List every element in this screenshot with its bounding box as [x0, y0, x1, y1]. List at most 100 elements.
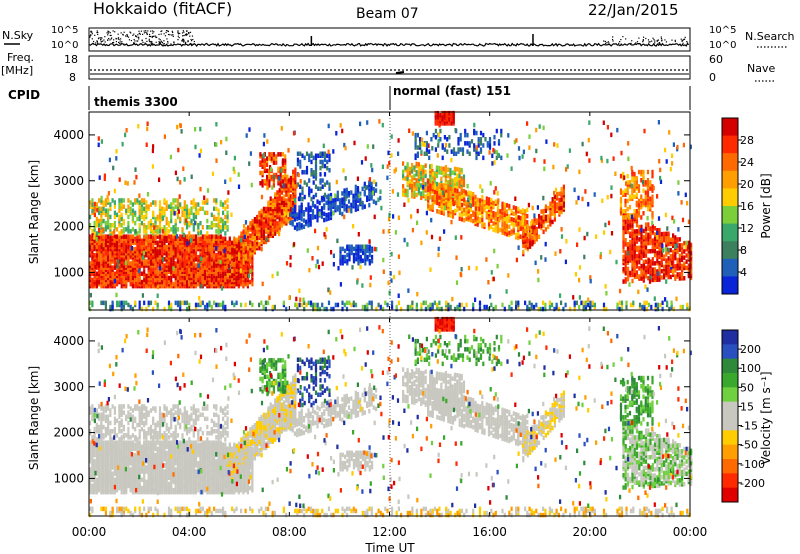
power-cell — [237, 273, 240, 279]
power-cell — [529, 244, 532, 249]
power-cell — [644, 232, 648, 238]
nsearch-point — [177, 33, 180, 35]
power-cell — [678, 272, 681, 277]
power-cell — [222, 202, 225, 207]
power-cell — [149, 267, 153, 272]
power-cell — [327, 300, 331, 306]
power-cell — [500, 155, 503, 161]
power-cell — [244, 302, 247, 308]
power-cell — [222, 236, 225, 241]
power-cell — [343, 254, 347, 260]
nsearch-point — [151, 41, 153, 43]
power-cell — [131, 271, 134, 276]
power-cell — [562, 188, 565, 194]
power-cell — [496, 220, 500, 226]
power-cell — [201, 234, 204, 239]
power-cell — [411, 183, 414, 189]
power-cell — [350, 250, 353, 256]
power-cell — [194, 302, 198, 308]
power-cell — [424, 186, 427, 191]
power-cell — [125, 208, 128, 213]
power-cell — [438, 189, 441, 194]
power-cell — [475, 155, 478, 161]
nsearch-point — [98, 37, 100, 39]
power-cell — [129, 234, 132, 239]
power-cell — [490, 208, 493, 213]
power-cell — [463, 207, 466, 213]
power-cell — [319, 151, 322, 156]
power-cell — [161, 206, 164, 211]
power-cell — [127, 244, 130, 250]
power-cell — [172, 244, 175, 250]
power-cell — [165, 227, 168, 232]
nsearch-point — [183, 34, 185, 37]
power-cell — [343, 196, 346, 202]
power-cell — [277, 152, 280, 157]
power-cell — [415, 178, 418, 183]
power-cell — [638, 302, 642, 308]
power-cell — [267, 233, 270, 238]
power-cell — [492, 306, 495, 312]
power-cell — [143, 214, 146, 220]
nsearch-point — [188, 33, 190, 35]
power-cell — [457, 147, 460, 152]
power-cell — [131, 208, 134, 213]
power-cell — [194, 253, 198, 258]
power-cell — [488, 137, 492, 142]
nsearch-point — [181, 32, 184, 34]
power-cell — [651, 188, 654, 193]
nsearch-point — [656, 39, 658, 42]
power-cell — [111, 250, 114, 256]
nsearch-point — [115, 40, 118, 43]
power-cell — [91, 300, 94, 306]
nsearch-point — [154, 35, 157, 37]
power-cell — [149, 234, 153, 239]
power-cell — [143, 198, 146, 203]
nsearch-point — [145, 43, 147, 45]
nsearch-point — [681, 40, 683, 42]
nsearch-point — [94, 34, 96, 37]
power-cell — [505, 227, 509, 233]
power-cell — [521, 208, 524, 213]
power-cell — [143, 223, 146, 228]
power-cell — [573, 306, 576, 312]
power-cell — [219, 200, 222, 205]
power-cell — [678, 257, 681, 263]
power-cell — [649, 196, 652, 202]
nsearch-point — [656, 40, 658, 42]
power-cell — [414, 143, 417, 148]
nsearch-point — [146, 40, 148, 43]
power-cell — [163, 198, 166, 203]
power-cell — [147, 234, 150, 239]
power-cell — [301, 153, 304, 158]
power-cell — [312, 155, 315, 161]
power-cell — [206, 277, 209, 283]
power-cell — [100, 259, 103, 264]
power-cell — [107, 225, 110, 230]
power-cell — [642, 228, 645, 234]
power-cell — [217, 214, 220, 220]
power-cell — [219, 225, 222, 230]
power-cell — [176, 227, 180, 232]
power-cell — [631, 188, 634, 193]
power-cell — [249, 279, 252, 285]
power-cell — [305, 165, 309, 171]
power-cell — [560, 300, 563, 306]
power-cell — [206, 271, 209, 276]
power-cell — [289, 184, 292, 189]
power-cell — [451, 214, 455, 219]
power-cell — [122, 227, 125, 232]
power-cell — [644, 253, 648, 258]
power-cell — [626, 173, 629, 179]
power-cell — [578, 304, 581, 310]
power-cell — [651, 257, 654, 262]
power-cell — [624, 250, 627, 255]
nsearch-point — [159, 39, 161, 41]
power-cell — [660, 231, 663, 237]
power-cell — [224, 214, 227, 220]
power-cell — [283, 194, 286, 199]
power-cell — [270, 156, 273, 161]
power-cell — [199, 300, 202, 306]
power-cell — [98, 206, 101, 211]
power-cell — [98, 223, 101, 228]
